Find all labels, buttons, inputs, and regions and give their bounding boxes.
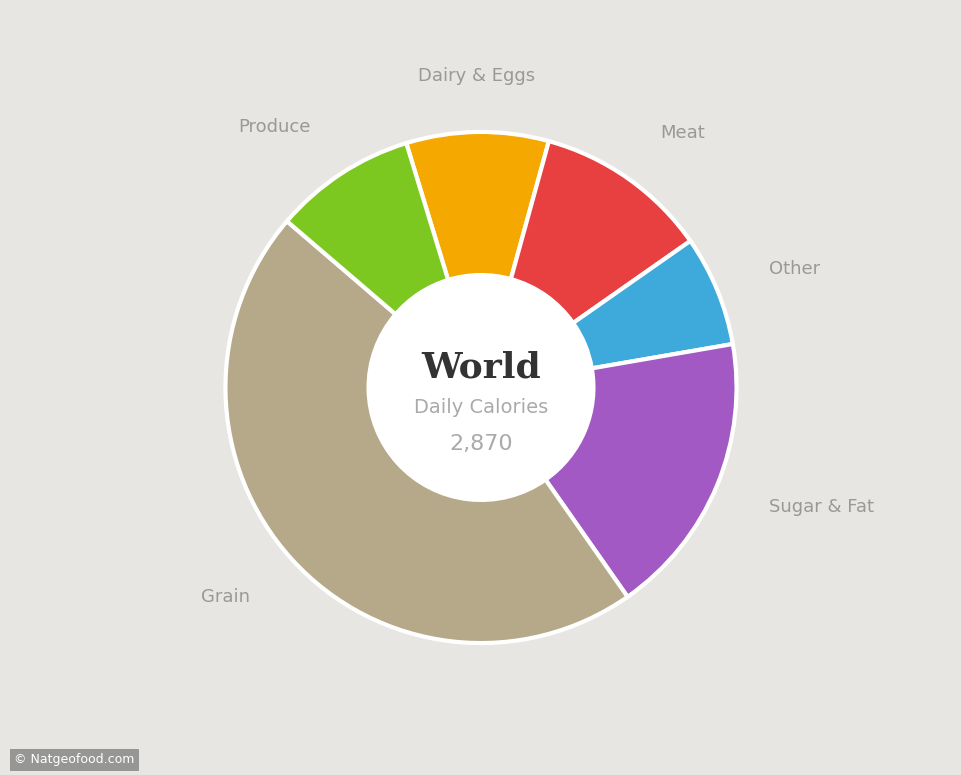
- Text: Other: Other: [769, 260, 820, 277]
- Text: Dairy & Eggs: Dairy & Eggs: [418, 67, 534, 84]
- Wedge shape: [510, 141, 690, 323]
- Wedge shape: [406, 132, 549, 280]
- Text: World: World: [421, 350, 540, 384]
- Text: Daily Calories: Daily Calories: [413, 398, 548, 418]
- Text: Grain: Grain: [201, 588, 250, 606]
- Text: 2,870: 2,870: [449, 434, 512, 453]
- Text: Produce: Produce: [237, 118, 310, 136]
- Text: © Natgeofood.com: © Natgeofood.com: [14, 753, 135, 766]
- Wedge shape: [573, 241, 732, 368]
- Text: Sugar & Fat: Sugar & Fat: [768, 498, 873, 516]
- Wedge shape: [225, 221, 627, 643]
- Wedge shape: [286, 143, 448, 315]
- Wedge shape: [545, 344, 736, 597]
- Circle shape: [368, 275, 593, 500]
- Text: Meat: Meat: [660, 124, 704, 142]
